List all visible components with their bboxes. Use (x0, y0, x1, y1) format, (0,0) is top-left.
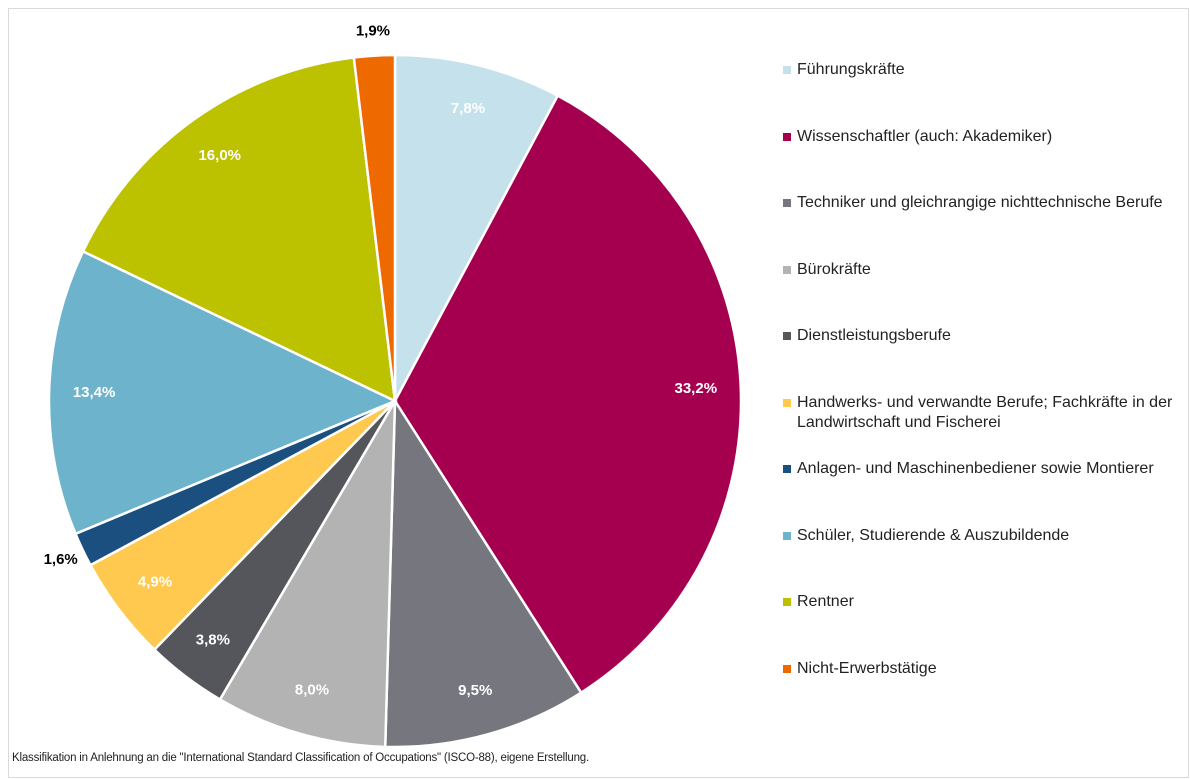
legend-item: Techniker und gleichrangige nichttechnis… (783, 193, 1188, 213)
pie-slice (47, 249, 399, 536)
legend-item: Dienstleistungsberufe (783, 326, 1188, 346)
legend-label: Schüler, Studierende & Auszubildende (797, 526, 1070, 544)
legend-item: Schüler, Studierende & Auszubildende (783, 526, 1188, 546)
legend-item: Bürokräfte (783, 260, 1188, 280)
legend-swatch (783, 598, 791, 606)
legend-swatch (783, 66, 791, 74)
legend-item: Rentner (783, 592, 1188, 612)
data-label: 7,8% (451, 100, 485, 117)
pie-slice (352, 53, 397, 402)
pie-slice (383, 396, 583, 749)
legend-item: Anlagen- und Maschinenbediener sowie Mon… (783, 459, 1188, 479)
legend-label: Wissenschaftler (auch: Akademiker) (797, 127, 1053, 145)
legend-label: Dienstleistungsberufe (797, 327, 951, 344)
legend-swatch (783, 465, 791, 473)
legend-swatch (783, 265, 791, 274)
legend-label: Rentner (797, 593, 854, 610)
pie-slice (218, 400, 397, 749)
legend-swatch (783, 132, 791, 141)
data-label: 1,9% (356, 22, 390, 39)
legend-item: Handwerks- und verwandte Berufe; Fachkrä… (783, 393, 1188, 433)
legend-item: Nicht-Erwerbstätige (783, 659, 1188, 679)
pie-slice (81, 56, 397, 404)
legend-item: Wissenschaftler (auch: Akademiker) (783, 127, 1188, 147)
legend-label: Anlagen- und Maschinenbediener sowie Mon… (797, 460, 1154, 477)
legend-label: Handwerks- und verwandte Berufe; Fachkrä… (797, 393, 1173, 431)
data-label: 33,2% (675, 380, 718, 397)
pie-slice (393, 53, 560, 402)
legend-label: Techniker und gleichrangige nichttechnis… (797, 194, 1163, 211)
data-label: 16,0% (198, 147, 241, 164)
data-label: 3,8% (196, 632, 230, 649)
pie-slice (393, 93, 743, 695)
legend-label: Nicht-Erwerbstätige (797, 659, 937, 677)
data-label: 4,9% (138, 574, 172, 591)
legend-label: Bürokräfte (797, 260, 871, 278)
data-label: 1,6% (44, 551, 78, 568)
data-label: 9,5% (458, 682, 492, 699)
legend-label: Führungskräfte (797, 61, 905, 78)
footnote: Klassifikation in Anlehnung an die "Inte… (12, 752, 589, 764)
legend-swatch (783, 332, 791, 340)
data-label: 13,4% (73, 384, 116, 401)
legend-swatch (783, 398, 791, 407)
chart-frame (8, 8, 1189, 778)
data-label: 8,0% (295, 681, 329, 698)
legend-swatch (783, 531, 791, 540)
legend-item: Führungskräfte (783, 60, 1188, 80)
legend-swatch (783, 199, 791, 207)
legend-swatch (783, 664, 791, 673)
